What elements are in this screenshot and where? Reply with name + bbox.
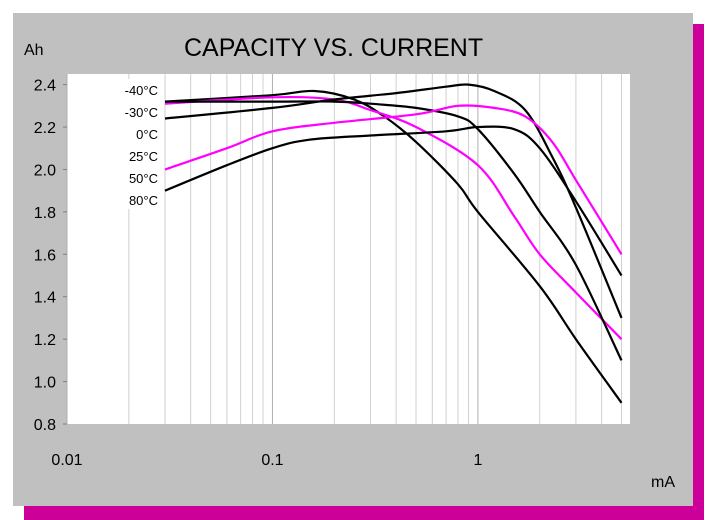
series-line — [164, 125, 623, 277]
legend-label: -30°C — [125, 105, 158, 120]
legend-label: 25°C — [129, 149, 158, 164]
chart-title: CAPACITY VS. CURRENT — [184, 34, 483, 62]
grid — [63, 74, 622, 425]
series-line — [164, 89, 623, 404]
y-axis-unit-label: Ah — [24, 42, 44, 59]
legend-label: 80°C — [129, 193, 158, 208]
x-tick-label: 0.01 — [51, 452, 82, 469]
y-tick-label: 1.8 — [34, 205, 56, 222]
x-axis-unit-label: mA — [651, 474, 675, 491]
legend-label: -40°C — [125, 83, 158, 98]
series-line — [165, 100, 623, 361]
legend: -40°C -30°C 0°C 25°C 50°C 80°C — [125, 83, 158, 208]
series-line — [164, 104, 623, 255]
series-layer — [164, 83, 623, 404]
y-tick-label: 2.4 — [34, 78, 56, 95]
y-tick-label: 1.6 — [34, 247, 56, 264]
legend-label: 0°C — [136, 127, 158, 142]
x-tick-label: 1 — [473, 452, 482, 469]
legend-box — [112, 79, 164, 209]
series-line — [164, 83, 623, 319]
y-tick-label: 1.4 — [34, 290, 56, 307]
series-line — [164, 95, 623, 340]
y-tick-label: 2.0 — [34, 162, 56, 179]
x-tick-label: 0.1 — [261, 452, 283, 469]
y-tick-label: 1.0 — [34, 375, 56, 392]
x-tick-labels: 0.01 0.1 1 — [51, 452, 482, 469]
y-tick-labels: 0.8 1.0 1.2 1.4 1.6 1.8 2.0 2.2 2.4 — [34, 78, 56, 434]
y-tick-label: 0.8 — [34, 417, 56, 434]
y-tick-label: 2.2 — [34, 120, 56, 137]
y-tick-label: 1.2 — [34, 332, 56, 349]
legend-label: 50°C — [129, 171, 158, 186]
